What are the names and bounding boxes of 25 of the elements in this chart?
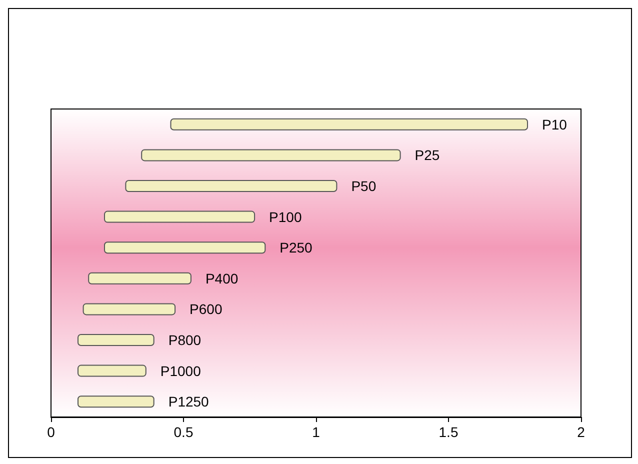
x-tick-label: 0.5 xyxy=(174,424,194,440)
y-tick-label: P10 xyxy=(542,116,568,132)
y-tick-label: P600 xyxy=(190,301,222,318)
y-tick-label: P250 xyxy=(280,240,313,256)
y-tick-label: P1000 xyxy=(160,362,202,379)
bar xyxy=(78,364,146,377)
bar xyxy=(78,334,154,346)
bar xyxy=(104,242,266,254)
x-tick-label: 0 xyxy=(47,424,56,440)
x-tick-label: 1.5 xyxy=(438,424,458,440)
y-tick-label: P100 xyxy=(269,208,302,225)
bar xyxy=(78,396,154,408)
x-tick-label: 1 xyxy=(312,424,320,440)
y-tick-label: P400 xyxy=(205,270,238,286)
bar xyxy=(141,149,401,162)
bar xyxy=(125,180,338,192)
y-tick-label: P1250 xyxy=(168,394,210,410)
bar xyxy=(82,303,176,316)
bar xyxy=(170,118,528,130)
x-tick-label: 2 xyxy=(577,424,586,440)
y-tick-label: P25 xyxy=(414,147,440,164)
bar xyxy=(88,272,192,284)
y-tick-label: P800 xyxy=(168,332,202,348)
bar xyxy=(104,210,256,223)
y-tick-label: P50 xyxy=(351,178,376,194)
